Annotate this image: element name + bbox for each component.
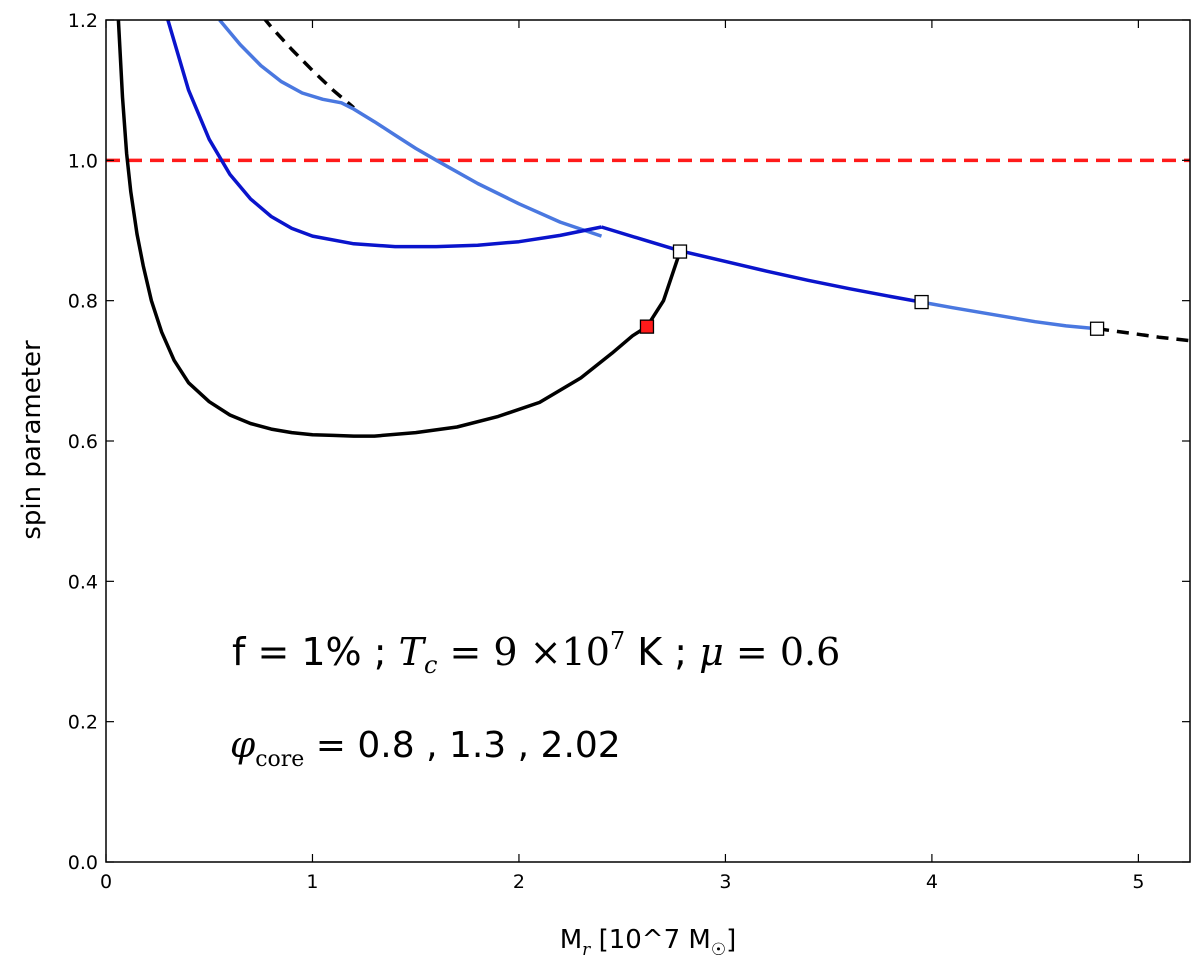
marker-layer xyxy=(639,244,1105,336)
plot-frame xyxy=(105,19,1191,863)
x-tick-label: 5 xyxy=(1132,871,1144,893)
x-axis-label: Mr [10^7 M☉] xyxy=(560,925,737,960)
y-tick-label: 1.2 xyxy=(68,10,98,32)
marker-3 xyxy=(1089,321,1105,336)
tick-layer: 0 1 2 3 4 5 0.0 0.2 0.4 0.6 0.8 1.0 1.2 xyxy=(68,10,1190,893)
marker-4 xyxy=(639,319,655,334)
x-tick-label: 1 xyxy=(306,871,318,893)
y-tick-label: 0.6 xyxy=(68,431,98,453)
series-line-4 xyxy=(600,225,922,304)
y-axis-label: spin parameter xyxy=(17,340,47,540)
y-tick-label: 0.8 xyxy=(68,291,98,313)
x-tick-label: 0 xyxy=(100,871,112,893)
y-tick-label: 0.4 xyxy=(68,571,98,593)
series-line-2 xyxy=(218,20,603,238)
series-layer xyxy=(106,20,1190,438)
annotation-line-1: f = 1% ; Tc = 9 ×107 K ; μ = 0.6 xyxy=(232,627,840,679)
series-line-7 xyxy=(116,20,682,438)
x-tick-label: 4 xyxy=(926,871,938,893)
marker-2 xyxy=(914,294,929,310)
y-tick-label: 1.0 xyxy=(68,150,98,172)
series-line-5 xyxy=(921,300,1098,331)
y-tick-label: 0.0 xyxy=(68,852,98,874)
series-line-3 xyxy=(166,20,602,249)
series-line-1 xyxy=(263,20,355,110)
y-tick-label: 0.2 xyxy=(68,712,98,734)
series-line-6 xyxy=(1096,326,1190,343)
x-tick-label: 2 xyxy=(513,871,525,893)
annotation-line-2: φcore = 0.8 , 1.3 , 2.02 xyxy=(230,725,621,772)
x-tick-label: 3 xyxy=(719,871,731,893)
marker-1 xyxy=(672,244,688,259)
